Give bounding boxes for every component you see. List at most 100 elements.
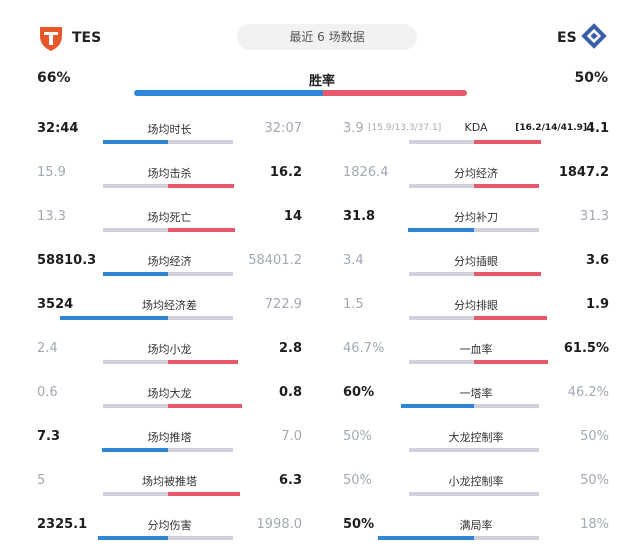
comparison-bar [103,492,240,496]
bar-fill-right [474,184,539,188]
comparison-bar [60,316,233,320]
stat-value-right: 7.0 [281,429,302,444]
stat-label: KDA [464,121,488,134]
stat-label: 满局率 [459,519,493,532]
stat-value-left: 2.4 [37,341,58,356]
comparison-bar [103,272,233,276]
stat-value-left: 3524 [37,297,74,312]
comparison-bar [103,404,242,408]
stat-value-right: 18% [580,517,609,532]
bar-fill-right [168,184,234,188]
win-rate-right: 50% [574,70,608,86]
win-rate-bar-left [134,90,323,96]
stat-value-right: 61.5% [563,341,609,356]
bar-fill-right [474,316,547,320]
stat-value-right: 32:07 [264,121,302,136]
stat-value-left: 13.3 [37,209,66,224]
stat-row: 50% 满局率 18% [343,516,609,556]
stat-row: 60% 一塔率 46.2% [343,384,609,424]
stat-value-right: 722.9 [264,297,302,312]
bar-fill-left [401,404,474,408]
comparison-bar [409,184,539,188]
stat-value-right: 4.1 [585,121,609,136]
stat-label: 分均经济 [454,167,498,180]
stat-row: 5 场均被推塔 6.3 [37,472,302,512]
stat-row: 58810.3 场均经济 58401.2 [37,252,302,292]
stat-label: 场均经济 [147,255,192,268]
stat-value-right: 50% [580,473,609,488]
stat-value-left: 5 [37,473,46,488]
bar-fill-right [168,228,235,232]
stat-row: 1826.4 分均经济 1847.2 [343,164,609,204]
stat-value-right: 1998.0 [256,517,303,532]
stat-value-left: 31.8 [343,209,376,224]
tes-logo-icon [40,27,62,51]
stat-value-right: 1.9 [585,297,609,312]
stat-value-left: 1.5 [343,297,364,312]
stat-label: 一塔率 [459,387,493,400]
stat-row: 0.6 场均大龙 0.8 [37,384,302,424]
bar-fill-left [98,536,168,540]
kda-detail-left: [15.9/13.3/37.1] [368,123,442,133]
stat-value-right: 0.8 [278,385,302,400]
comparison-bar [103,184,234,188]
stat-value-right: 3.6 [585,253,609,268]
stat-value-left: 46.7% [343,341,385,356]
recent-games-pill[interactable]: 最近 6 场数据 [237,24,417,50]
bar-fill-right [474,360,548,364]
stat-row: 46.7% 一血率 61.5% [343,340,609,380]
comparison-bar [401,404,539,408]
stat-label: 场均被推塔 [142,475,197,488]
stat-value-left: 58810.3 [37,253,97,268]
bar-fill-right [168,360,238,364]
stat-row: 2325.1 分均伤害 1998.0 [37,516,302,556]
stat-label: 场均大龙 [147,387,192,400]
stat-value-right: 6.3 [278,473,302,488]
stat-value-left: 3.9 [343,121,364,136]
stat-value-right: 2.8 [278,341,302,356]
stat-row: 31.8 分均补刀 31.3 [343,208,609,248]
comparison-bar [102,448,233,452]
stat-value-left: 1826.4 [343,165,389,180]
stat-value-left: 15.9 [37,165,66,180]
stat-value-left: 0.6 [37,385,58,400]
team-right-name: ES [557,30,577,46]
stat-row: 1.5 分均排眼 1.9 [343,296,609,336]
stat-row: 3.4 分均插眼 3.6 [343,252,609,292]
stat-value-left: 50% [343,429,372,444]
stat-row: 32:44 场均时长 32:07 [37,120,302,160]
bar-fill-left [378,536,474,540]
stat-value-left: 32:44 [37,121,79,136]
stat-value-right: 31.3 [580,209,609,224]
stat-label: 场均击杀 [147,167,192,180]
stat-value-right: 1847.2 [558,165,609,180]
bar-fill-right [168,492,240,496]
stat-label: 场均推塔 [147,431,192,444]
comparison-bar [409,492,539,496]
comparison-bar [408,228,539,232]
comparison-bar [409,360,548,364]
bar-fill-left [103,272,168,276]
bar-fill-right [474,140,541,144]
comparison-bar [409,448,539,452]
bar-fill-left [103,140,168,144]
stat-label: 小龙控制率 [448,475,504,488]
stat-value-right: 50% [580,429,609,444]
stat-label: 分均插眼 [454,255,498,268]
stat-value-right: 14 [283,209,302,224]
stat-row: 3.9 [15.9/13.3/37.1] KDA 4.1 [16.2/14/41.9] [343,120,609,160]
comparison-bar [103,360,238,364]
comparison-bar [378,536,539,540]
comparison-bar [409,316,547,320]
stat-row: 15.9 场均击杀 16.2 [37,164,302,204]
header: TES 最近 6 场数据 ES [0,0,640,66]
stat-value-left: 7.3 [37,429,61,444]
stat-row: 3524 场均经济差 722.9 [37,296,302,336]
comparison-bar [409,272,541,276]
stat-row: 13.3 场均死亡 14 [37,208,302,248]
stat-row: 2.4 场均小龙 2.8 [37,340,302,380]
stat-label: 分均补刀 [454,211,498,224]
bar-fill-left [408,228,474,232]
stat-label: 场均小龙 [147,343,192,356]
stat-value-right: 46.2% [567,385,609,400]
